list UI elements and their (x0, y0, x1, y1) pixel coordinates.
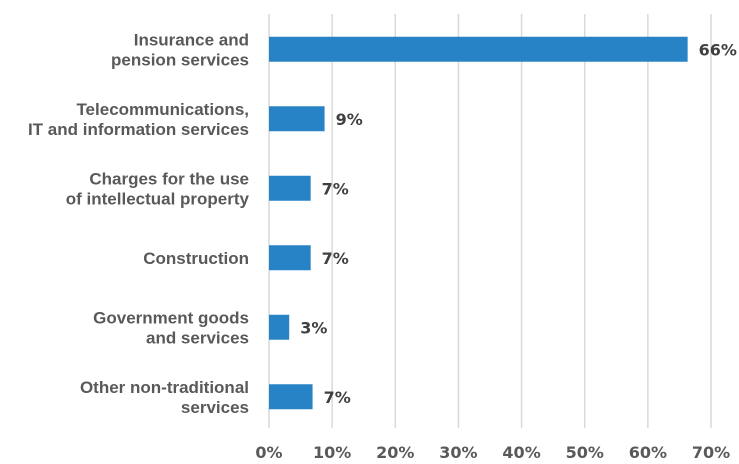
category-label: Charges for the use (89, 169, 249, 188)
bar (269, 245, 311, 271)
bars (269, 36, 688, 410)
category-label: Government goods (93, 308, 249, 327)
data-labels: 66% 9% 7% 7% 3% 7% (300, 40, 737, 407)
x-tick-label: 40% (502, 443, 540, 462)
category-label: and services (146, 328, 249, 347)
category-label: services (181, 398, 249, 417)
x-tick-label: 0% (255, 443, 282, 462)
x-tick-label: 60% (629, 443, 667, 462)
data-label: 3% (300, 318, 327, 337)
bar (269, 106, 325, 132)
x-tick-label: 70% (692, 443, 730, 462)
x-axis-tick-labels: 0% 10% 20% 30% 40% 50% 60% 70% (255, 443, 730, 462)
data-label: 9% (336, 110, 363, 129)
bar (269, 314, 290, 340)
bar (269, 36, 688, 62)
category-label: pension services (111, 50, 249, 69)
bar (269, 384, 313, 410)
bar (269, 175, 311, 201)
category-label: of intellectual property (66, 189, 250, 208)
data-label: 7% (322, 249, 349, 268)
data-label: 7% (322, 179, 349, 198)
x-tick-label: 30% (439, 443, 477, 462)
x-tick-label: 10% (313, 443, 351, 462)
category-label: IT and information services (28, 120, 249, 139)
category-label: Insurance and (134, 30, 249, 49)
category-label: Construction (143, 249, 249, 268)
category-label: Other non-traditional (80, 378, 249, 397)
x-tick-label: 20% (376, 443, 414, 462)
x-tick-label: 50% (566, 443, 604, 462)
category-label: Telecommunications, (76, 100, 249, 119)
grid-lines (268, 14, 712, 428)
data-label: 7% (324, 388, 351, 407)
data-label: 66% (699, 40, 737, 59)
